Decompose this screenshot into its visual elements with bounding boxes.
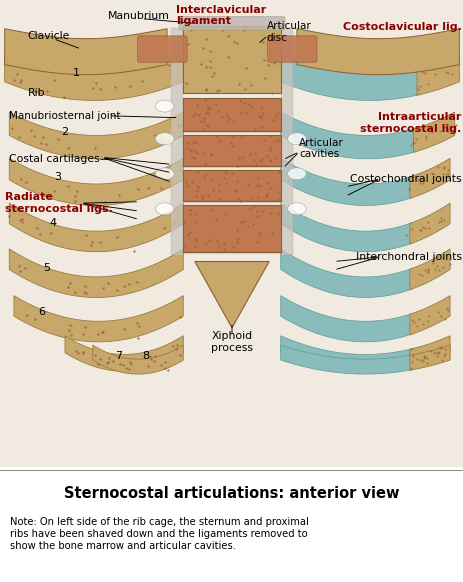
- Polygon shape: [416, 54, 458, 95]
- Polygon shape: [280, 336, 412, 371]
- Text: Xiphoid
process: Xiphoid process: [211, 331, 252, 353]
- Text: Rib: Rib: [28, 88, 45, 98]
- Text: Articular
cavities: Articular cavities: [299, 138, 343, 159]
- Text: 6: 6: [38, 307, 45, 317]
- Text: 8: 8: [142, 351, 150, 361]
- Ellipse shape: [287, 168, 306, 180]
- Polygon shape: [409, 345, 449, 370]
- Polygon shape: [280, 296, 412, 342]
- Polygon shape: [280, 203, 412, 251]
- Polygon shape: [409, 203, 449, 244]
- Ellipse shape: [287, 203, 306, 215]
- Text: 3: 3: [54, 172, 62, 183]
- Text: 4: 4: [50, 218, 57, 228]
- Text: Note: On left side of the rib cage, the sternum and proximal
ribs have been shav: Note: On left side of the rib cage, the …: [10, 517, 308, 551]
- Polygon shape: [9, 158, 183, 205]
- Text: Radiate
sternocostal ligs.: Radiate sternocostal ligs.: [5, 192, 112, 214]
- Bar: [183, 98, 280, 131]
- Text: Costochondral joints: Costochondral joints: [349, 174, 461, 184]
- Text: Manubrium: Manubrium: [108, 11, 170, 22]
- Text: 5: 5: [43, 262, 50, 272]
- Polygon shape: [194, 261, 269, 328]
- Bar: [171, 28, 183, 254]
- Polygon shape: [14, 296, 183, 342]
- Polygon shape: [65, 336, 183, 371]
- Ellipse shape: [155, 203, 174, 215]
- Ellipse shape: [155, 133, 174, 145]
- Polygon shape: [9, 112, 183, 159]
- Text: Interclavicular
ligament: Interclavicular ligament: [176, 5, 266, 26]
- Bar: [183, 171, 280, 201]
- Bar: [0, 0, 463, 467]
- Polygon shape: [280, 54, 419, 101]
- FancyBboxPatch shape: [179, 17, 284, 30]
- Polygon shape: [409, 249, 449, 290]
- FancyBboxPatch shape: [267, 36, 316, 62]
- FancyBboxPatch shape: [138, 36, 187, 62]
- Polygon shape: [280, 249, 412, 297]
- Text: Costal cartilages—: Costal cartilages—: [9, 154, 111, 164]
- Text: Intraarticular
sternocostal lig.: Intraarticular sternocostal lig.: [360, 112, 461, 134]
- Polygon shape: [93, 345, 183, 374]
- Polygon shape: [413, 112, 454, 152]
- Polygon shape: [5, 29, 167, 74]
- Bar: [280, 28, 292, 254]
- Ellipse shape: [155, 100, 174, 112]
- Polygon shape: [409, 158, 449, 198]
- Polygon shape: [280, 158, 412, 205]
- Polygon shape: [5, 54, 183, 101]
- Polygon shape: [280, 112, 415, 159]
- Polygon shape: [9, 203, 183, 251]
- Ellipse shape: [287, 133, 306, 145]
- Bar: [183, 205, 280, 252]
- Text: Costoclavicular lig.: Costoclavicular lig.: [342, 22, 461, 32]
- Text: Interchondral joints: Interchondral joints: [355, 252, 461, 262]
- Polygon shape: [409, 336, 449, 366]
- Polygon shape: [296, 29, 458, 74]
- Text: 2: 2: [61, 127, 69, 137]
- Text: 7: 7: [114, 351, 122, 361]
- Text: Sternocostal articulations: anterior view: Sternocostal articulations: anterior vie…: [64, 487, 399, 502]
- Polygon shape: [9, 249, 183, 297]
- Ellipse shape: [155, 168, 174, 180]
- Text: Articular
disc: Articular disc: [266, 21, 311, 42]
- Bar: [183, 26, 280, 93]
- Text: Manubriosternal joint: Manubriosternal joint: [9, 111, 120, 121]
- Polygon shape: [280, 345, 412, 374]
- Bar: [183, 136, 280, 166]
- Text: 1: 1: [73, 68, 80, 78]
- Text: Clavicle: Clavicle: [28, 31, 70, 41]
- Polygon shape: [409, 296, 449, 335]
